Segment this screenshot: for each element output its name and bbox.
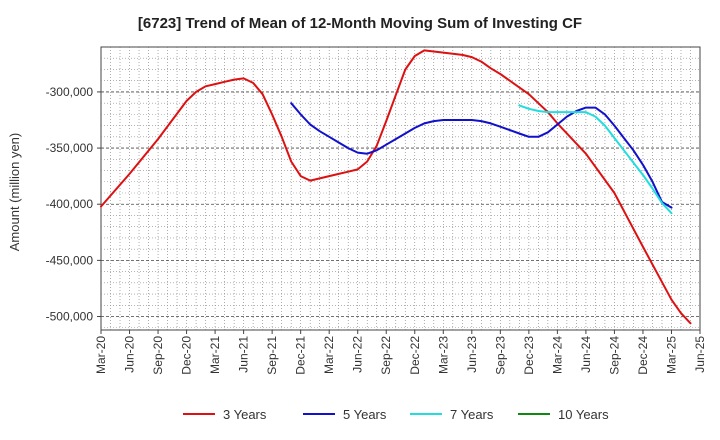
x-tick-label: Dec-21 xyxy=(294,336,308,375)
x-tick-label: Mar-22 xyxy=(322,336,336,374)
y-tick-label: -400,000 xyxy=(46,197,94,211)
x-tick-label: Sep-23 xyxy=(493,336,507,375)
y-tick-label: -350,000 xyxy=(46,141,94,155)
x-tick-label: Mar-20 xyxy=(94,336,108,374)
x-tick-label: Jun-22 xyxy=(351,336,365,373)
x-tick-label: Dec-24 xyxy=(636,336,650,375)
legend: 3 Years 5 Years 7 Years 10 Years xyxy=(183,407,609,422)
y-tick-label: -450,000 xyxy=(46,253,94,267)
x-tick-label: Mar-24 xyxy=(550,336,564,374)
chart-title: [6723] Trend of Mean of 12-Month Moving … xyxy=(138,15,582,32)
x-tick-label: Sep-22 xyxy=(379,336,393,375)
axis-layer: -300,000 -350,000 -400,000 -450,000 -500,000… xyxy=(46,85,707,375)
x-tick-label: Dec-20 xyxy=(180,336,194,375)
x-tick-label: Mar-21 xyxy=(208,336,222,374)
series-line-5-years xyxy=(290,102,673,209)
legend-label-7-years: 7 Years xyxy=(450,407,494,422)
legend-label-10-years: 10 Years xyxy=(558,407,609,422)
x-tick-label: Jun-21 xyxy=(237,336,251,373)
legend-label-3-years: 3 Years xyxy=(223,407,267,422)
x-tick-label: Sep-24 xyxy=(607,336,621,375)
series-line-3-years xyxy=(100,49,692,325)
x-tick-label: Jun-24 xyxy=(579,336,593,373)
x-tick-label: Sep-21 xyxy=(265,336,279,375)
x-tick-label: Mar-23 xyxy=(436,336,450,374)
series-line-7-years xyxy=(518,104,673,215)
series-layer xyxy=(100,49,692,325)
x-tick-label: Dec-22 xyxy=(408,336,422,375)
y-tick-label: -300,000 xyxy=(46,85,94,99)
x-tick-label: Mar-25 xyxy=(664,336,678,374)
x-tick-label: Dec-23 xyxy=(522,336,536,375)
y-axis-label: Amount (million yen) xyxy=(7,133,22,252)
x-tick-label: Jun-25 xyxy=(693,336,707,373)
grid-layer xyxy=(100,46,701,331)
x-tick-label: Sep-20 xyxy=(151,336,165,375)
x-tick-label: Jun-20 xyxy=(123,336,137,373)
legend-label-5-years: 5 Years xyxy=(343,407,387,422)
x-tick-label: Jun-23 xyxy=(465,336,479,373)
y-tick-label: -500,000 xyxy=(46,310,94,324)
